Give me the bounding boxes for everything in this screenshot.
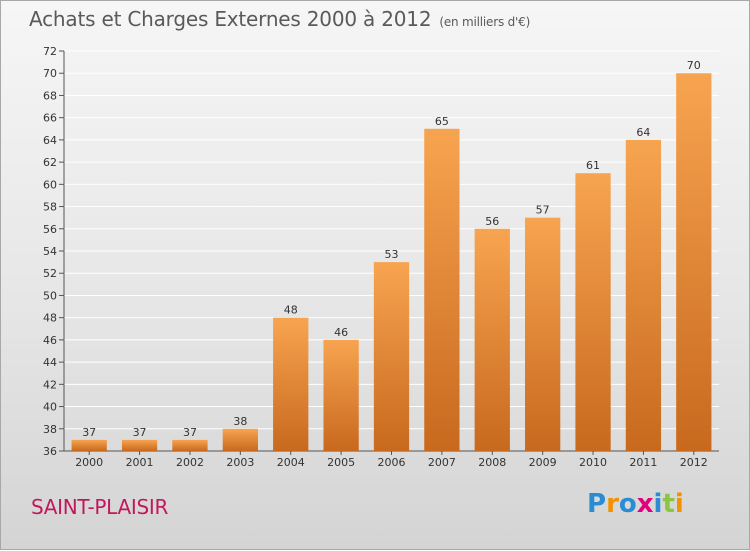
- title-text: Achats et Charges Externes 2000 à 2012: [29, 7, 432, 31]
- bar-2004: [273, 317, 309, 451]
- logo-letter: o: [618, 489, 637, 519]
- bars: [71, 73, 712, 451]
- x-tick-label: 2004: [277, 456, 305, 469]
- y-tick-label: 72: [43, 45, 57, 58]
- value-label: 61: [586, 159, 600, 172]
- x-tick-label: 2002: [176, 456, 204, 469]
- x-tick-label: 2000: [75, 456, 103, 469]
- value-label: 53: [385, 248, 399, 261]
- chart-title: Achats et Charges Externes 2000 à 2012 (e…: [29, 7, 530, 31]
- y-tick-label: 60: [43, 178, 57, 191]
- y-tick-label: 40: [43, 401, 57, 414]
- y-tick-label: 54: [43, 245, 57, 258]
- value-label: 46: [334, 326, 348, 339]
- bar-2007: [424, 128, 460, 451]
- y-tick-label: 50: [43, 289, 57, 302]
- value-label: 37: [183, 426, 197, 439]
- y-tick-label: 66: [43, 112, 57, 125]
- bar-2001: [121, 439, 158, 451]
- y-tick-label: 68: [43, 89, 57, 102]
- y-tick-label: 52: [43, 267, 57, 280]
- bar-2005: [323, 339, 359, 451]
- y-tick-label: 46: [43, 334, 57, 347]
- bar-2008: [474, 228, 510, 451]
- logo-letter: t: [662, 489, 675, 519]
- logo-letter: x: [636, 489, 654, 519]
- x-tick-label: 2012: [680, 456, 708, 469]
- x-tick-label: 2008: [478, 456, 506, 469]
- x-tick-label: 2006: [378, 456, 406, 469]
- value-label: 48: [284, 304, 298, 317]
- y-tick-labels: 36 38 40 42 44 46 48 50 52 54 56 58 60 62 64 66 68 70 72: [43, 45, 57, 458]
- proxiti-logo: Proxiti: [587, 489, 684, 519]
- logo-letter: r: [606, 489, 619, 519]
- x-tick-label: 2003: [226, 456, 254, 469]
- y-tick-label: 56: [43, 223, 57, 236]
- value-label: 70: [687, 59, 701, 72]
- value-label: 56: [485, 215, 499, 228]
- bar-2009: [525, 217, 561, 451]
- logo-letter: P: [587, 489, 607, 519]
- value-labels: 37 37 37 38 48 46 53 65 56 57 61 64 70: [82, 59, 701, 439]
- x-tick-label: 2001: [126, 456, 154, 469]
- x-tick-label: 2010: [579, 456, 607, 469]
- y-tick-label: 36: [43, 445, 57, 458]
- value-label: 37: [82, 426, 96, 439]
- y-tick-label: 62: [43, 156, 57, 169]
- y-tick-label: 70: [43, 67, 57, 80]
- y-tick-label: 48: [43, 312, 57, 325]
- bar-2002: [172, 439, 208, 451]
- bar-2011: [625, 139, 662, 451]
- logo-letter: i: [653, 489, 663, 519]
- x-tick-label: 2007: [428, 456, 456, 469]
- value-label: 57: [536, 204, 550, 217]
- location-label: SAINT-PLAISIR: [31, 495, 169, 519]
- x-tick-label: 2009: [529, 456, 557, 469]
- chart-subtitle: (en milliers d'€): [439, 15, 531, 29]
- bar-2000: [71, 439, 107, 451]
- y-tick-label: 38: [43, 423, 57, 436]
- y-tick-label: 42: [43, 378, 57, 391]
- bar-2012: [676, 73, 712, 451]
- bar-2003: [222, 428, 258, 451]
- y-tick-label: 44: [43, 356, 57, 369]
- logo-letter: i: [674, 489, 684, 519]
- value-label: 64: [636, 126, 650, 139]
- x-tick-labels: 2000 2001 2002 2003 2004 2005 2006 2007 2008 2009…: [75, 456, 708, 469]
- value-label: 38: [233, 415, 247, 428]
- x-tick-label: 2005: [327, 456, 355, 469]
- value-label: 65: [435, 115, 449, 128]
- value-label: 37: [133, 426, 147, 439]
- y-tick-label: 58: [43, 201, 57, 214]
- bar-2010: [575, 173, 611, 451]
- y-tick-label: 64: [43, 134, 57, 147]
- bar-2006: [373, 262, 410, 451]
- x-tick-label: 2011: [629, 456, 657, 469]
